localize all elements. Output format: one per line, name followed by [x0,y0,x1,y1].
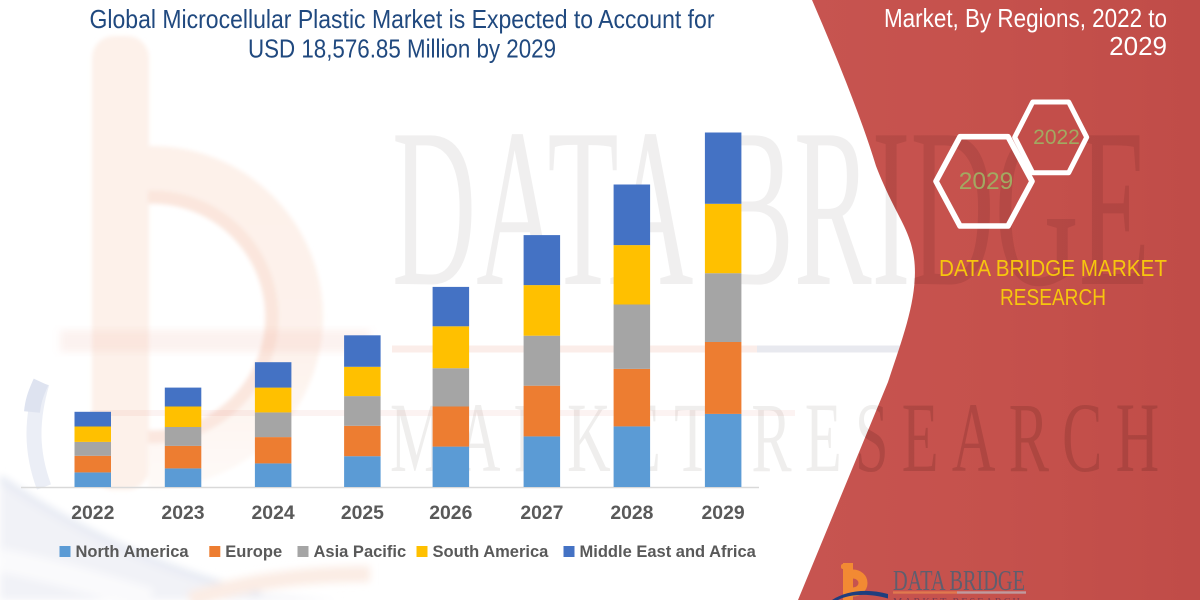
svg-text:North America: North America [76,543,190,561]
svg-text:2029: 2029 [702,502,745,524]
svg-text:Asia Pacific: Asia Pacific [314,543,407,561]
svg-text:2025: 2025 [341,502,384,524]
svg-text:2022: 2022 [71,502,114,524]
svg-text:DATA BRIDGE MARKET: DATA BRIDGE MARKET [939,255,1167,281]
svg-text:2024: 2024 [252,502,295,524]
svg-text:Global Microcellular Plastic M: Global Microcellular Plastic Market is E… [90,4,715,34]
svg-text:Middle East and Africa: Middle East and Africa [580,543,757,561]
svg-text:2029: 2029 [959,168,1014,195]
svg-text:Europe: Europe [225,543,282,561]
svg-text:MARKET RESEARCH: MARKET RESEARCH [893,597,1020,600]
svg-text:2029: 2029 [1109,31,1167,61]
svg-text:Market, By Regions, 2022 to: Market, By Regions, 2022 to [884,3,1167,33]
svg-text:2023: 2023 [161,502,204,524]
svg-text:South America: South America [433,543,550,561]
svg-text:2028: 2028 [610,502,653,524]
svg-text:USD 18,576.85 Million by 2029: USD 18,576.85 Million by 2029 [248,34,556,64]
svg-text:2022: 2022 [1033,126,1080,149]
svg-text:2026: 2026 [429,502,472,524]
svg-text:RESEARCH: RESEARCH [1000,284,1106,310]
svg-text:2027: 2027 [520,502,563,524]
